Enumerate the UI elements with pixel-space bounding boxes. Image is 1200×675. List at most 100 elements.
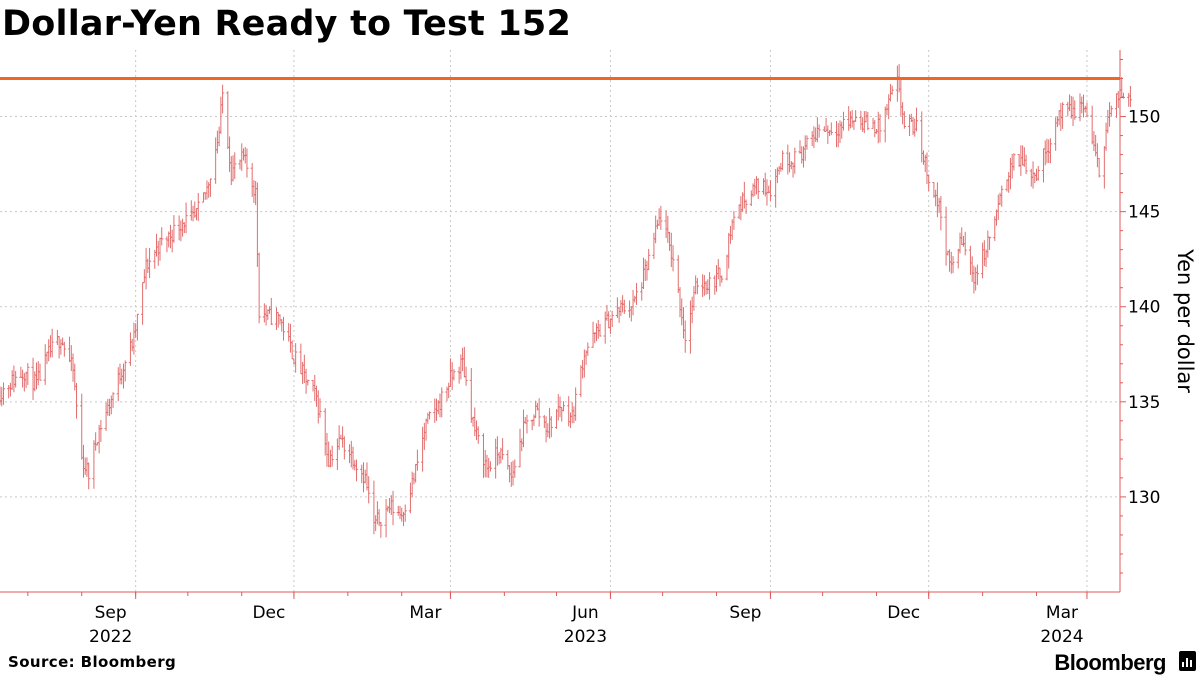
ohlc-bar [975,264,979,286]
ohlc-bar [221,84,225,114]
axis-layer: 130 135 140 145 150 Yen per dollar Sep 2022 Dec M… [0,50,1197,647]
ohlc-bar [800,146,804,164]
ohlc-bar [960,227,964,245]
ohlc-bar [47,339,51,362]
ohlc-bar [1109,105,1113,117]
ohlc-bar [341,426,345,448]
ohlc-bar [118,363,122,385]
ohlc-bar [532,414,536,427]
ohlc-bar [415,449,419,471]
ohlc-bar [179,220,183,242]
ohlc-bar [59,339,63,355]
ohlc-bar [657,208,661,226]
ohlc-bar [579,365,583,398]
ohlc-bars [0,64,1133,538]
ohlc-bar [130,338,134,352]
ohlc-bar [396,505,400,516]
ohlc-bar [461,347,465,372]
ohlc-bar [92,440,96,489]
ohlc-bar [643,259,647,281]
ohlc-bar [888,84,893,102]
ohlc-bar [883,106,887,143]
ohlc-bar [347,444,352,464]
ohlc-bar [667,231,672,251]
ohlc-bar [1104,122,1108,151]
ohlc-bar [412,472,416,485]
ohlc-bar [424,418,428,441]
ohlc-bar [998,192,1002,206]
ohlc-bar [683,320,687,353]
ohlc-bar [476,426,480,444]
ohlc-bar [501,438,505,460]
chart-title: Dollar-Yen Ready to Test 152 [2,4,572,44]
ohlc-bar [694,275,698,295]
ohlc-bar [695,278,699,295]
ohlc-bar [438,393,442,418]
ohlc-bar [968,245,973,275]
ohlc-bar [384,499,388,538]
ohlc-bar [720,275,724,283]
ohlc-bar [1041,148,1046,183]
ohlc-bar [777,166,781,175]
ohlc-bar [1033,172,1037,184]
ohlc-bar [640,282,644,301]
bloomberg-logo: Bloomberg [1054,650,1166,675]
ohlc-bar [981,242,985,279]
ohlc-bar [14,370,18,388]
ohlc-bar [838,120,842,143]
ohlc-bar [252,180,256,204]
ohlc-bar [634,282,639,305]
ohlc-bar [50,328,54,358]
ohlc-bar [497,451,501,465]
ohlc-bar [201,192,206,203]
y-tick-label: 150 [1128,108,1160,128]
ohlc-bar [313,374,317,402]
ohlc-bar [716,259,720,280]
ohlc-bar [34,362,39,390]
ohlc-bar [986,230,990,258]
ohlc-bar [299,343,303,375]
ohlc-bar [74,382,79,419]
ohlc-bar [744,199,748,214]
ohlc-bar [67,336,72,363]
ohlc-bar [946,250,950,256]
ohlc-bar [94,432,98,451]
ohlc-bar [652,232,656,260]
ohlc-bar [1012,153,1016,171]
ohlc-bar [1007,172,1011,193]
ohlc-bar [363,469,367,484]
ohlc-bar [191,205,195,222]
ohlc-bar [754,176,759,195]
ohlc-bar [1092,131,1096,152]
ohlc-bar [629,306,633,322]
ohlc-bar [351,446,355,470]
ohlc-bar [55,329,59,346]
ohlc-bar [62,341,66,357]
ohlc-bar [690,296,694,324]
y-axis-label: Yen per dollar [1173,248,1197,393]
ohlc-bar [1073,100,1077,120]
ohlc-bar [233,152,237,179]
ohlc-bar [574,387,578,421]
ohlc-bar [817,124,821,138]
ohlc-bar [1019,145,1023,176]
ohlc-bar [1071,96,1075,127]
ohlc-bar [208,178,213,197]
ohlc-bar [739,196,743,221]
ohlc-bar [594,323,599,342]
ohlc-bar [448,358,453,388]
ohlc-bar [219,96,223,134]
ohlc-bar [167,231,171,248]
ohlc-bar [71,353,75,382]
ohlc-bar [1085,102,1089,118]
ohlc-bar [561,401,566,412]
ohlc-bar [262,303,266,323]
ohlc-bar [902,111,906,129]
ohlc-bar [876,111,880,144]
ohlc-bar [714,265,719,292]
ohlc-bar [22,372,26,392]
ohlc-bar [495,436,499,466]
ohlc-bar [586,342,590,356]
ohlc-bar [513,459,517,478]
ohlc-bar [287,323,291,342]
